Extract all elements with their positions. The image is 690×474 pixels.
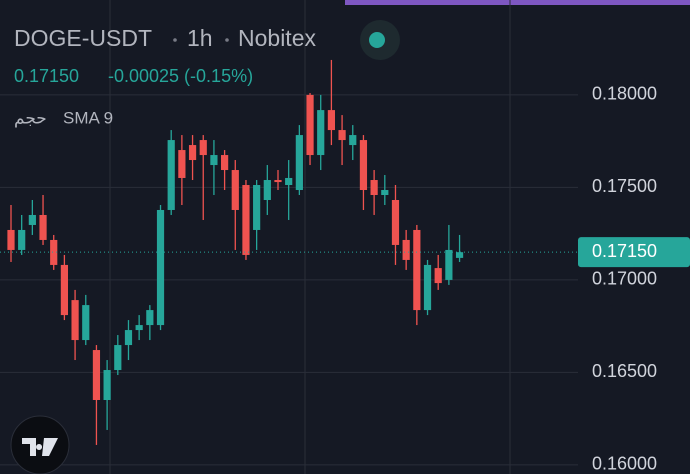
candle-body	[402, 239, 410, 260]
candle-body	[349, 135, 357, 146]
candle-body	[285, 177, 293, 186]
candle-body	[28, 214, 36, 225]
y-tick-label: 0.16500	[592, 361, 657, 381]
candle-body	[178, 150, 186, 178]
candle-body	[434, 268, 442, 284]
candle-body	[156, 209, 165, 326]
candle-body	[60, 264, 68, 316]
volume-indicator: حجم	[14, 108, 47, 128]
candle-body	[455, 252, 464, 258]
candle-body	[391, 199, 400, 245]
candle-body	[327, 110, 335, 131]
separator	[173, 38, 177, 42]
last-price-label: 0.17150	[592, 241, 657, 261]
candle-body	[124, 330, 133, 346]
price-change: -0.00025 (-0.15%)	[108, 66, 253, 86]
candle-body	[295, 135, 303, 191]
symbol: DOGE-USDT	[14, 25, 152, 51]
progress-bar	[345, 0, 690, 5]
candle-body	[413, 229, 421, 311]
candle-body	[381, 190, 389, 196]
candle-body	[188, 145, 197, 161]
candle-body	[50, 239, 58, 265]
sma-indicator: SMA 9	[63, 108, 113, 127]
tradingview-logo[interactable]	[10, 415, 70, 474]
candle-body	[253, 185, 261, 230]
candle-body	[338, 130, 346, 141]
y-tick-label: 0.17500	[592, 176, 657, 196]
candle-body	[231, 170, 239, 210]
candle-body	[221, 155, 229, 171]
logo-mark[interactable]	[22, 438, 58, 456]
status-dot	[369, 32, 385, 48]
candle-body	[146, 310, 154, 326]
candle-body	[92, 350, 101, 400]
candle-body	[359, 140, 368, 191]
candle-body	[103, 370, 111, 400]
price-axis: 0.16000 0.16500 0.17000 0.17500 0.18000 0.171…	[578, 84, 690, 474]
candle-body	[423, 264, 432, 311]
candle-body	[135, 325, 143, 331]
last-price-box	[578, 237, 690, 268]
candle-body	[82, 305, 90, 341]
candle-body	[71, 300, 79, 341]
candle-body	[167, 140, 175, 210]
exchange: Nobitex	[238, 25, 316, 51]
last-price: 0.17150	[14, 66, 79, 86]
candle-body	[317, 110, 325, 156]
candle-body	[274, 180, 282, 183]
candle-body	[306, 94, 314, 156]
y-tick-label: 0.18000	[592, 84, 657, 104]
candle-body	[18, 229, 26, 250]
candle-body	[7, 229, 15, 250]
candle-body	[210, 155, 218, 166]
y-tick-label: 0.17000	[592, 269, 657, 289]
candles	[0, 59, 578, 445]
interval: 1h	[187, 25, 213, 51]
candle-body	[263, 180, 271, 200]
separator	[225, 38, 229, 42]
candle-body	[114, 345, 122, 371]
candle-body	[39, 214, 47, 240]
candle-body	[242, 185, 250, 255]
candle-body	[445, 249, 453, 280]
y-tick-label: 0.16000	[592, 454, 657, 474]
candle-body	[370, 180, 378, 196]
candle-body	[199, 140, 207, 156]
